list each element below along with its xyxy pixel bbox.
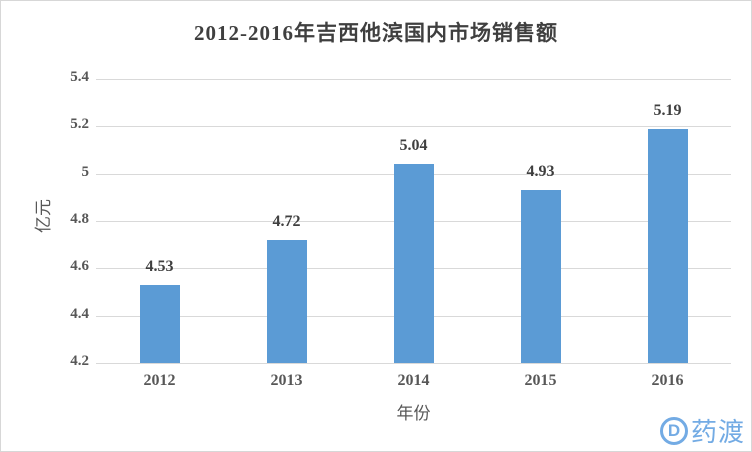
gridline [96,79,731,80]
data-label: 5.19 [653,101,682,119]
x-tick-label: 2012 [143,372,176,389]
x-tick-label: 2015 [524,372,557,389]
y-tick-label: 5 [81,163,90,180]
data-label: 4.53 [145,257,174,275]
y-tick-label: 4.6 [70,258,89,275]
y-tick-label: 5.4 [70,69,89,85]
bar-2014 [393,164,434,363]
plot-area: 4.53 2012 4.72 2013 5.04 2014 4.93 2015 5.19 2016 [96,79,731,389]
chart-title: 2012-2016年吉西他滨国内市场销售额 [194,21,558,45]
gridline [96,363,731,364]
bar-2013 [266,239,307,363]
y-tick-label: 4.4 [70,305,89,322]
y-tick-label: 5.2 [70,116,89,133]
data-label: 4.72 [272,212,301,230]
x-axis-title: 年份 [396,404,431,423]
y-tick-label: 4.8 [70,211,89,227]
x-tick-label: 2013 [270,372,303,389]
bar-2015 [520,190,561,363]
watermark-text: 药渡 [690,418,745,447]
data-label: 5.04 [399,137,428,155]
gridline [96,126,731,128]
bar-2012 [139,284,180,363]
data-label: 4.93 [526,163,555,181]
yaodu-logo-icon: D [659,416,688,445]
y-tick-label: 4.2 [70,353,89,369]
x-tick-label: 2016 [651,372,684,389]
bar-2016 [647,128,688,363]
x-tick-label: 2014 [397,372,430,389]
watermark: D 药渡 [659,412,745,449]
